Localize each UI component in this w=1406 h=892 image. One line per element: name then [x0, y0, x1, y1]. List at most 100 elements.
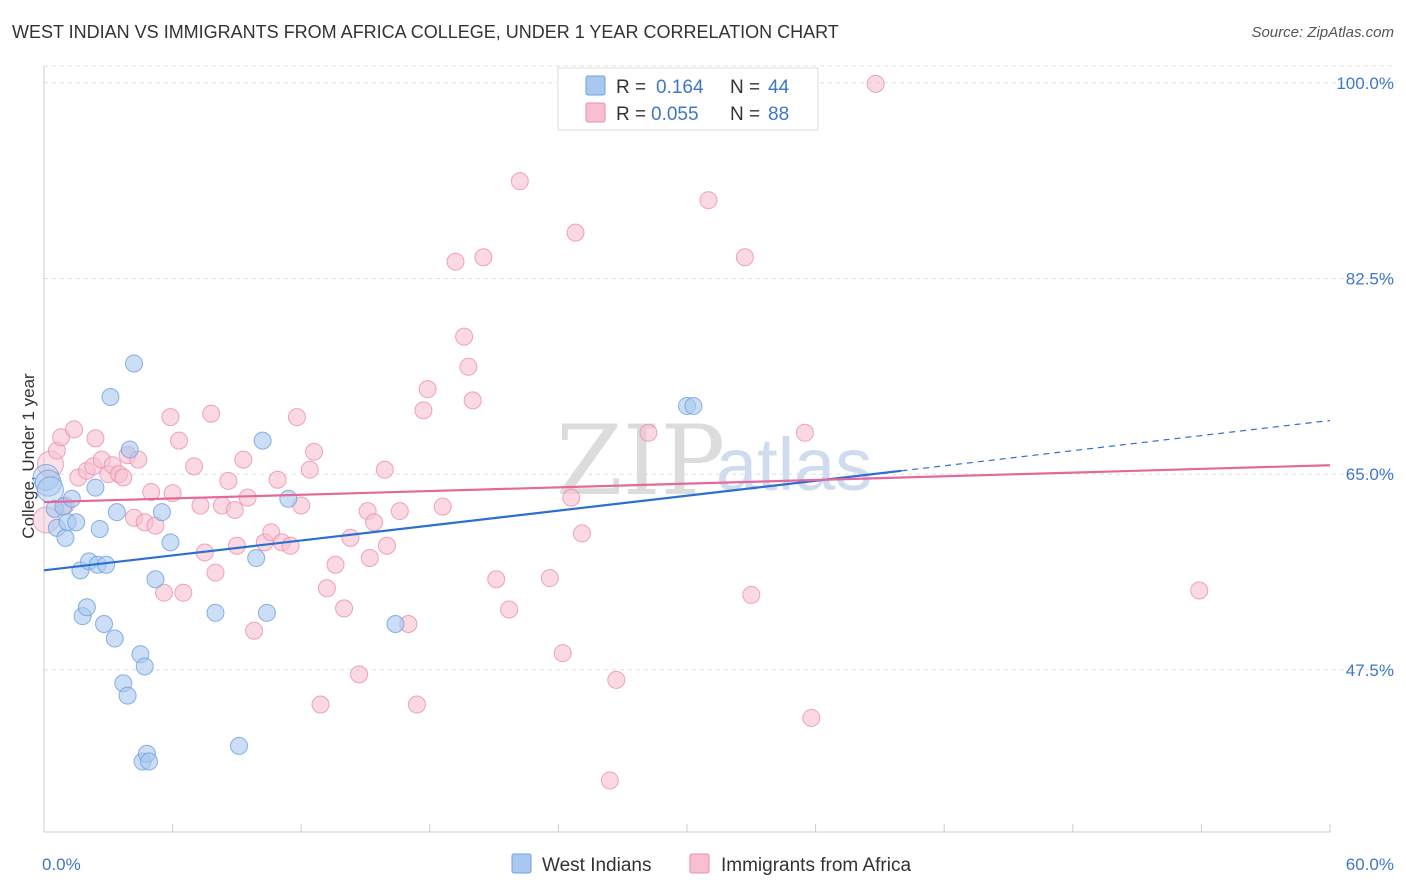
point-immigrants-africa [795, 423, 814, 442]
x-tick-label-max: 60.0% [1346, 855, 1394, 874]
point-west-indians [125, 354, 144, 373]
point-immigrants-africa [300, 460, 319, 479]
y-tick-label: 65.0% [1346, 465, 1394, 484]
stats-r-value-2: 0.055 [651, 104, 699, 125]
point-immigrants-africa [170, 431, 189, 450]
point-immigrants-africa [326, 555, 345, 574]
x-tick-label-min: 0.0% [42, 855, 81, 874]
point-west-indians [56, 528, 75, 547]
stats-r-value-1: 0.164 [656, 77, 704, 98]
point-immigrants-africa [317, 579, 336, 598]
point-west-indians [257, 603, 276, 622]
point-immigrants-africa [225, 500, 244, 519]
point-immigrants-africa [553, 644, 572, 663]
point-immigrants-africa [185, 457, 204, 476]
stats-r-key-1: R = [616, 77, 646, 98]
point-immigrants-africa [377, 536, 396, 555]
stats-n-key-2: N = [730, 104, 760, 125]
stats-swatch-immigrants-africa [585, 102, 606, 123]
point-immigrants-africa [234, 450, 253, 469]
point-west-indians [386, 615, 405, 634]
point-immigrants-africa [500, 600, 519, 619]
point-west-indians [146, 570, 165, 589]
point-immigrants-africa [305, 442, 324, 461]
point-immigrants-africa [268, 470, 287, 489]
point-immigrants-africa [142, 483, 161, 502]
legend-swatch-west-indians [511, 853, 532, 874]
point-west-indians [77, 598, 96, 617]
point-immigrants-africa [866, 74, 885, 93]
point-west-indians [206, 603, 225, 622]
point-immigrants-africa [742, 585, 761, 604]
point-west-indians [684, 396, 703, 415]
point-west-indians [95, 615, 114, 634]
point-immigrants-africa [311, 695, 330, 714]
point-immigrants-africa [227, 536, 246, 555]
point-immigrants-africa [510, 172, 529, 191]
point-west-indians [67, 513, 86, 532]
point-immigrants-africa [474, 248, 493, 267]
trend-line-west-indians [43, 469, 902, 572]
point-west-indians [230, 736, 249, 755]
point-immigrants-africa [202, 404, 221, 423]
point-immigrants-africa [390, 502, 409, 521]
y-axis-title: College, Under 1 year [19, 373, 38, 539]
point-immigrants-africa [540, 569, 559, 588]
legend-label-immigrants-africa: Immigrants from Africa [721, 855, 911, 876]
point-immigrants-africa [365, 513, 384, 532]
y-tick-label: 82.5% [1346, 269, 1394, 288]
stats-r-key-2: R = [616, 104, 646, 125]
point-immigrants-africa [161, 408, 180, 427]
point-immigrants-africa [375, 460, 394, 479]
point-immigrants-africa [350, 665, 369, 684]
point-immigrants-africa [335, 599, 354, 618]
source-credit: Source: ZipAtlas.com [1251, 24, 1394, 41]
stats-n-value-1: 44 [768, 77, 790, 98]
point-immigrants-africa [1190, 581, 1209, 600]
point-west-indians [135, 657, 154, 676]
point-immigrants-africa [562, 488, 581, 507]
point-west-indians [152, 503, 171, 522]
gridlines [44, 65, 1394, 671]
trend-line-immigrants-africa [43, 464, 1331, 504]
y-tick-label: 100.0% [1336, 74, 1394, 93]
stats-n-value-2: 88 [768, 104, 789, 125]
point-west-indians [62, 489, 81, 508]
y-tick-labels: 47.5% 65.0% 82.5% 100.0% [1336, 74, 1394, 680]
point-west-indians [107, 503, 126, 522]
point-immigrants-africa [463, 391, 482, 410]
point-immigrants-africa [566, 223, 585, 242]
data-points [32, 74, 1209, 790]
point-immigrants-africa [572, 524, 591, 543]
point-immigrants-africa [287, 408, 306, 427]
chart-title: WEST INDIAN VS IMMIGRANTS FROM AFRICA CO… [12, 22, 839, 42]
watermark-atlas: atlas [716, 423, 872, 506]
point-immigrants-africa [219, 471, 238, 490]
point-immigrants-africa [360, 549, 379, 568]
point-west-indians [105, 629, 124, 648]
point-west-indians [161, 533, 180, 552]
watermark-zip: ZIP [556, 405, 725, 517]
point-immigrants-africa [245, 621, 264, 640]
x-ticks [43, 824, 1331, 832]
stats-n-key-1: N = [730, 77, 760, 98]
point-west-indians [140, 752, 159, 771]
point-immigrants-africa [459, 357, 478, 376]
point-immigrants-africa [191, 496, 210, 515]
point-immigrants-africa [114, 468, 133, 487]
point-immigrants-africa [699, 191, 718, 210]
point-immigrants-africa [802, 708, 821, 727]
point-immigrants-africa [206, 563, 225, 582]
legend: West Indians Immigrants from Africa [511, 853, 911, 876]
legend-swatch-immigrants-africa [689, 853, 710, 874]
point-immigrants-africa [446, 252, 465, 271]
point-immigrants-africa [735, 248, 754, 267]
point-immigrants-africa [281, 536, 300, 555]
point-immigrants-africa [487, 570, 506, 589]
legend-label-west-indians: West Indians [542, 855, 651, 876]
stats-box: R = 0.164 N = 44 R = 0.055 N = 88 [557, 67, 819, 131]
y-tick-label: 47.5% [1346, 661, 1394, 680]
point-west-indians [90, 519, 109, 538]
point-immigrants-africa [414, 401, 433, 420]
